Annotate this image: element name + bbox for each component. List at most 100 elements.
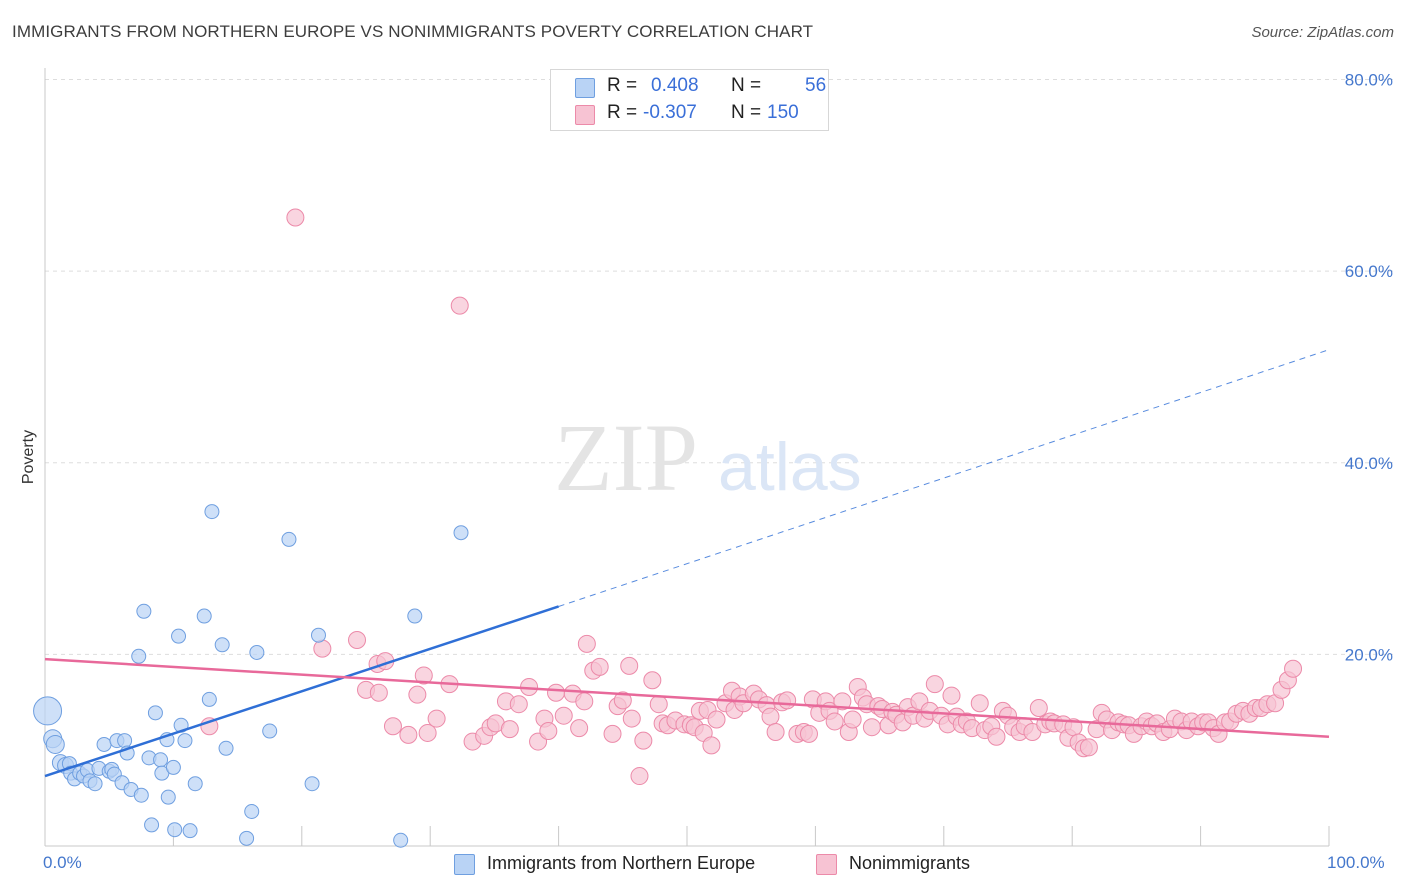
legend-r-label: R = — [607, 102, 638, 123]
legend-r-value: 0.408 — [651, 75, 699, 96]
nonimmigrant-point — [1284, 659, 1303, 678]
legend-n-value: 56 — [805, 75, 827, 96]
nonimmigrant-point — [399, 725, 418, 744]
immigrant-point — [201, 691, 217, 707]
nonimmigrant-point — [547, 683, 566, 702]
immigrant-point — [187, 776, 203, 792]
x-tick-min: 0.0% — [43, 853, 82, 872]
immigrant-point — [133, 787, 149, 803]
nonimmigrant-point — [766, 722, 785, 741]
chart-source: Source: ZipAtlas.com — [1251, 24, 1394, 41]
nonimmigrant-point — [1079, 738, 1098, 757]
immigrant-point — [144, 817, 160, 833]
y-tick-label: 20.0% — [1345, 645, 1393, 664]
immigrant-point — [171, 628, 187, 644]
nonimmigrant-point — [286, 208, 305, 227]
nonimmigrant-point — [925, 675, 944, 694]
nonimmigrant-point — [643, 671, 662, 690]
legend-n-label: N = — [731, 102, 762, 123]
nonimmigrant-point — [575, 692, 594, 711]
x-tick-max: 100.0% — [1327, 853, 1385, 872]
stats-legend: R = 0.408 N = 56 R = -0.307 N = 150 — [550, 69, 829, 131]
watermark-zip: ZIP — [554, 404, 698, 511]
immigrant-point — [244, 804, 260, 820]
nonimmigrant-point — [539, 722, 558, 741]
nonimmigrant-point — [833, 692, 852, 711]
nonimmigrant-point — [570, 719, 589, 738]
nonimmigrant-point — [577, 634, 596, 653]
nonimmigrant-point — [761, 707, 780, 726]
nonimmigrant-point — [630, 767, 649, 786]
nonimmigrant-point — [427, 709, 446, 728]
nonimmigrant-point — [843, 710, 862, 729]
nonimmigrant-point — [702, 736, 721, 755]
immigrant-point — [96, 736, 112, 752]
immigrant-trend-extension — [558, 349, 1330, 607]
immigrant-point — [177, 733, 193, 749]
immigrant-point — [218, 740, 234, 756]
grid-lines — [45, 79, 1393, 655]
nonimmigrant-point — [348, 631, 367, 650]
immigrant-point — [393, 832, 409, 848]
nonimmigrant-point — [613, 691, 632, 710]
nonimmigrant-trend-line — [44, 657, 1330, 739]
legend-swatch-blue — [575, 78, 595, 98]
immigrant-point — [304, 776, 320, 792]
y-tick-label: 80.0% — [1345, 71, 1393, 90]
immigrant-points — [33, 504, 469, 848]
legend-r-value: -0.307 — [643, 102, 697, 123]
immigrant-point — [131, 648, 147, 664]
trend-lines — [44, 349, 1330, 778]
nonimmigrant-point — [862, 718, 881, 737]
immigrant-point — [262, 723, 278, 739]
nonimmigrant-point — [622, 709, 641, 728]
immigrant-point — [165, 759, 181, 775]
immigrant-point — [281, 531, 297, 547]
nonimmigrant-point — [418, 723, 437, 742]
watermark: ZIP atlas — [554, 404, 862, 511]
nonimmigrant-point — [383, 717, 402, 736]
y-tick-label: 60.0% — [1345, 262, 1393, 281]
immigrant-point — [310, 627, 326, 643]
immigrant-point — [33, 696, 63, 726]
nonimmigrant-point — [799, 724, 818, 743]
nonimmigrant-point — [825, 712, 844, 731]
legend-n-value: 150 — [767, 102, 799, 123]
nonimmigrant-point — [509, 695, 528, 714]
nonimmigrant-point — [620, 656, 639, 675]
immigrant-point — [239, 830, 255, 846]
immigrant-point — [214, 637, 230, 653]
legend-n-label: N = — [731, 75, 762, 96]
nonimmigrant-point — [778, 691, 797, 710]
immigrant-point — [182, 823, 198, 839]
immigrant-point — [87, 776, 103, 792]
bottom-legend-swatch-pink — [816, 854, 837, 875]
nonimmigrant-point — [603, 724, 622, 743]
nonimmigrant-point — [313, 639, 332, 658]
bottom-legend-swatch-blue — [454, 854, 475, 875]
nonimmigrant-point — [450, 296, 469, 315]
immigrant-point — [453, 525, 469, 541]
bottom-legend-label: Nonimmigrants — [849, 853, 971, 873]
nonimmigrant-point — [369, 683, 388, 702]
immigrant-point — [167, 822, 183, 838]
nonimmigrant-point — [500, 720, 519, 739]
nonimmigrant-point — [987, 727, 1006, 746]
nonimmigrant-point — [970, 694, 989, 713]
immigrant-point — [407, 608, 423, 624]
y-tick-labels: 20.0% 40.0% 60.0% 80.0% — [1345, 71, 1393, 665]
nonimmigrant-point — [649, 695, 668, 714]
nonimmigrant-point — [554, 706, 573, 725]
bottom-legend-label: Immigrants from Northern Europe — [487, 853, 756, 873]
nonimmigrant-point — [707, 710, 726, 729]
immigrant-point — [147, 705, 163, 721]
y-axis-label: Poverty — [20, 430, 37, 484]
legend-swatch-pink — [575, 105, 595, 125]
immigrant-trend-line — [44, 605, 559, 778]
immigrant-point — [249, 644, 265, 660]
nonimmigrant-point — [942, 686, 961, 705]
immigrant-point — [45, 734, 65, 754]
nonimmigrant-point — [590, 657, 609, 676]
legend-r-label: R = — [607, 75, 638, 96]
